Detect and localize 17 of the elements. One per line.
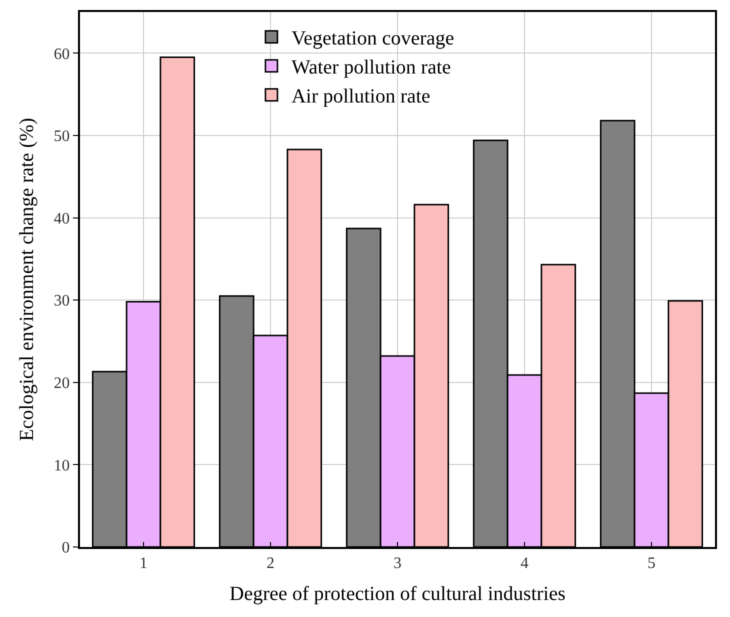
x-tick-label: 3: [394, 555, 402, 572]
y-tick-label: 20: [54, 374, 70, 392]
y-tick-label: 10: [54, 457, 70, 474]
x-tick-label: 1: [140, 555, 148, 572]
x-tick-label: 4: [520, 555, 528, 572]
y-tick-label: 0: [62, 540, 70, 557]
y-tick-label: 30: [54, 292, 70, 310]
y-axis-title: Ecological environment change rate (%): [16, 118, 38, 442]
legend-label: Water pollution rate: [291, 56, 452, 79]
legend-label: Air pollution rate: [291, 86, 430, 108]
y-tick-label: 60: [54, 46, 70, 63]
x-tick-label: 5: [648, 555, 656, 572]
x-axis-title: Degree of protection of cultural industries: [230, 583, 566, 606]
y-tick-label: 50: [54, 128, 70, 146]
x-tick-label: 2: [266, 555, 274, 572]
y-tick-label: 40: [54, 210, 70, 228]
legend-label: Vegetation coverage: [291, 28, 454, 50]
